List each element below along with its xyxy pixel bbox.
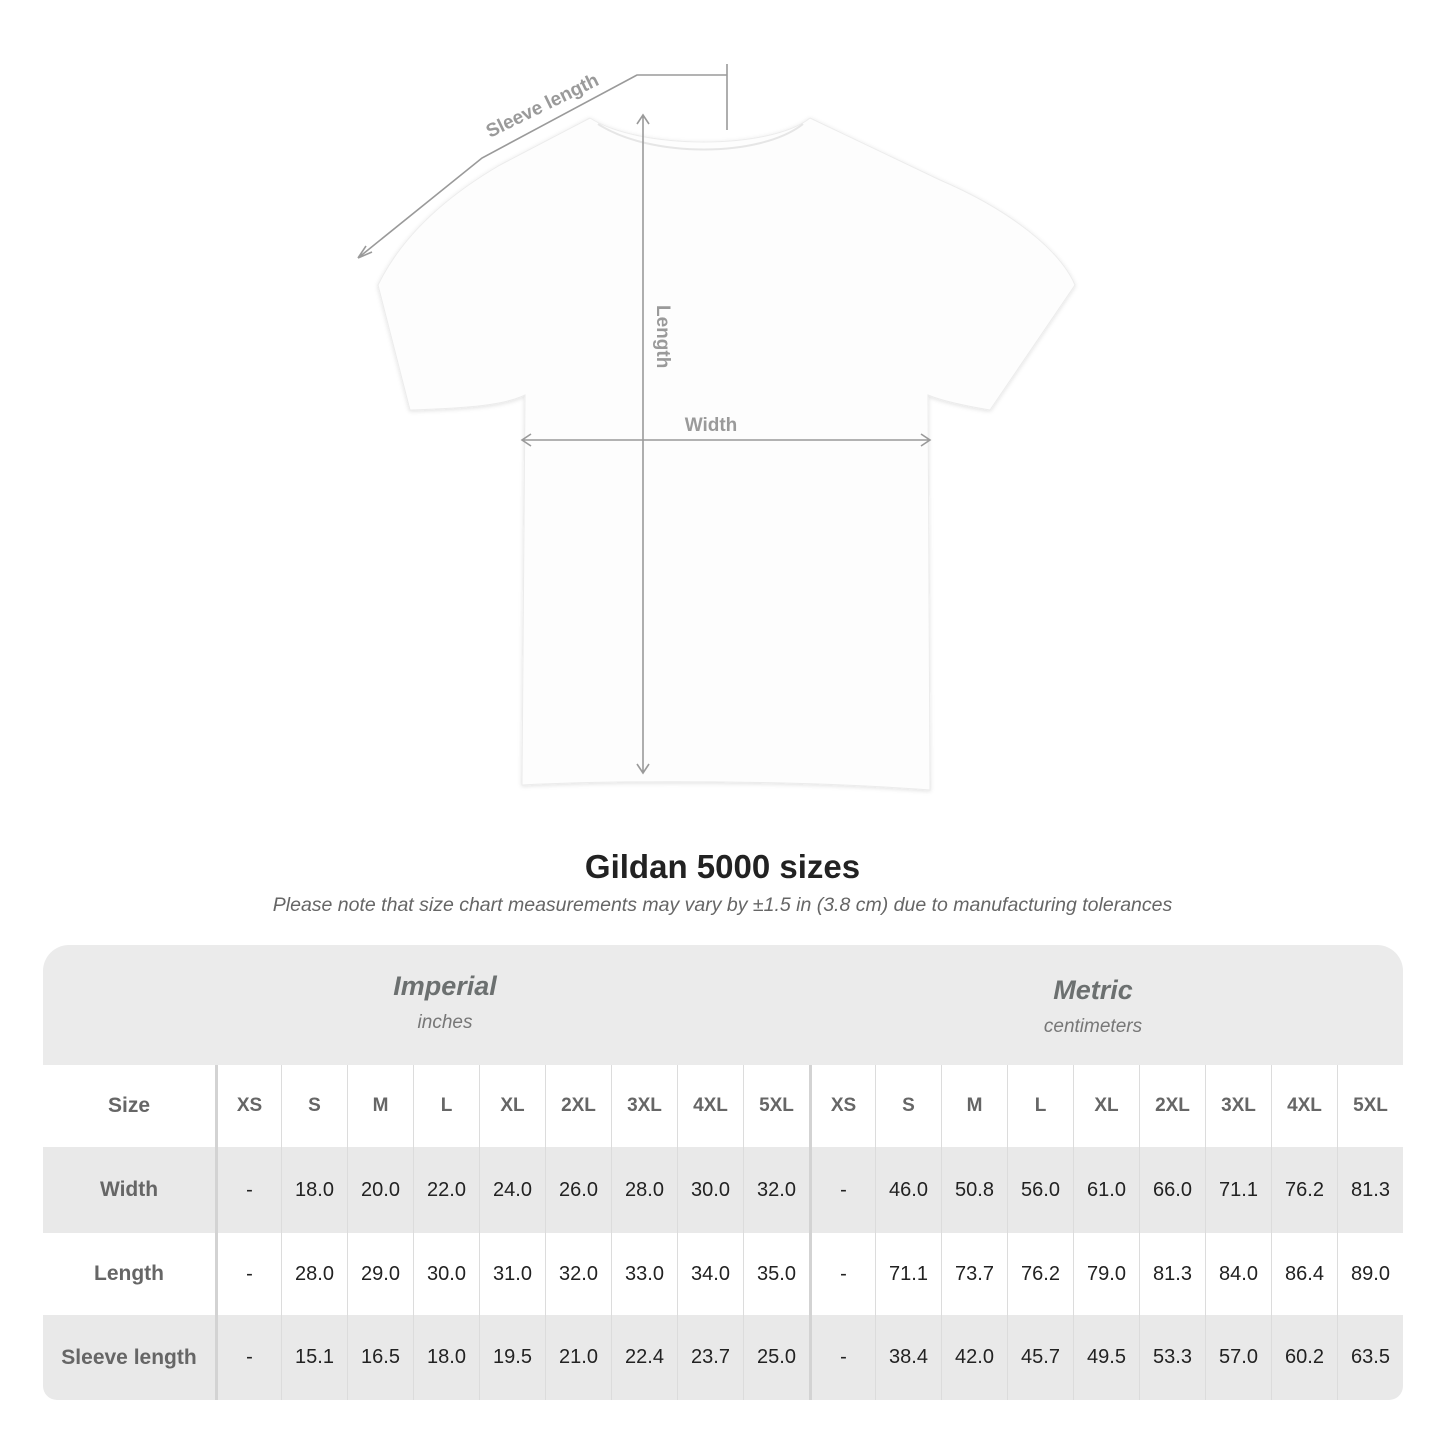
imperial-unit: inches [417,1012,473,1033]
row-label: Sleeve length [61,1345,197,1369]
metric-value: 66.0 [1139,1147,1205,1233]
metric-value: 81.3 [1139,1233,1205,1315]
metric-value: - [809,1147,875,1233]
metric-value: 86.4 [1271,1233,1337,1315]
metric-unit: centimeters [1043,1016,1143,1037]
metric-value: 71.1 [875,1233,941,1315]
imperial-group-header: Imperial inches [215,971,675,1034]
metric-value: 42.0 [941,1315,1007,1400]
metric-value: 79.0 [1073,1233,1139,1315]
imperial-value: 18.0 [281,1147,347,1233]
metric-value: 49.5 [1073,1315,1139,1400]
imperial-value: 22.4 [611,1315,677,1400]
size-imperial-xs: XS [215,1065,281,1147]
size-imperial-4xl: 4XL [677,1065,743,1147]
row-label: Width [99,1178,159,1201]
metric-value: 61.0 [1073,1147,1139,1233]
size-metric-xl: XL [1073,1065,1139,1147]
size-metric-5xl: 5XL [1337,1065,1403,1147]
imperial-value: - [215,1233,281,1315]
size-metric-s: S [875,1065,941,1147]
metric-value: 76.2 [1271,1147,1337,1233]
size-header-row: Size XS S M L XL 2XL 3XL 4XL 5XL XS S M L XL 2XL 3XL 4XL 5… [43,1065,1403,1147]
metric-title: Metric [1053,975,1133,1005]
size-imperial-m: M [347,1065,413,1147]
size-label: Size [107,1094,151,1117]
imperial-value: 29.0 [347,1233,413,1315]
imperial-value: 35.0 [743,1233,809,1315]
imperial-value: 30.0 [677,1147,743,1233]
imperial-value: 18.0 [413,1315,479,1400]
imperial-value: 26.0 [545,1147,611,1233]
metric-value: 84.0 [1205,1233,1271,1315]
imperial-value: - [215,1315,281,1400]
imperial-value: 24.0 [479,1147,545,1233]
imperial-value: 32.0 [545,1233,611,1315]
size-imperial-l: L [413,1065,479,1147]
metric-value: 56.0 [1007,1147,1073,1233]
sleeve-length-line [357,64,728,259]
unit-header-band [43,945,1403,1065]
metric-value: 71.1 [1205,1147,1271,1233]
size-imperial-2xl: 2XL [545,1065,611,1147]
length-label: Length [652,305,673,368]
page-title: Gildan 5000 sizes [584,848,861,885]
metric-value: 50.8 [941,1147,1007,1233]
table-row: Length -28.0 29.0 30.0 31.0 32.0 33.0 34.0 35.0-… [43,1233,1403,1315]
imperial-value: 34.0 [677,1233,743,1315]
imperial-value: 21.0 [545,1315,611,1400]
size-imperial-5xl: 5XL [743,1065,809,1147]
metric-value: - [809,1233,875,1315]
size-imperial-s: S [281,1065,347,1147]
size-metric-m: M [941,1065,1007,1147]
metric-value: 38.4 [875,1315,941,1400]
metric-value: 76.2 [1007,1233,1073,1315]
length-line [636,113,650,775]
tshirt-diagram: Sleeve length Length Width [357,64,1076,791]
neckline [597,123,804,151]
metric-value: 81.3 [1337,1147,1403,1233]
size-imperial-3xl: 3XL [611,1065,677,1147]
size-metric-4xl: 4XL [1271,1065,1337,1147]
metric-value: 63.5 [1337,1315,1403,1400]
width-label: Width [685,415,738,436]
imperial-value: 28.0 [281,1233,347,1315]
table-row: Width -18.0 20.0 22.0 24.0 26.0 28.0 30.0 32.0-4… [43,1147,1403,1233]
imperial-value: 19.5 [479,1315,545,1400]
imperial-value: 15.1 [281,1315,347,1400]
imperial-value: 31.0 [479,1233,545,1315]
imperial-value: 22.0 [413,1147,479,1233]
imperial-value: 33.0 [611,1233,677,1315]
row-label: Length [94,1262,164,1285]
imperial-value: 16.5 [347,1315,413,1400]
imperial-value: 32.0 [743,1147,809,1233]
table-row: Sleeve length -15.1 16.5 18.0 19.5 21.0 22.4 23… [43,1315,1403,1400]
imperial-value: 20.0 [347,1147,413,1233]
metric-value: 89.0 [1337,1233,1403,1315]
metric-value: 57.0 [1205,1315,1271,1400]
size-metric-l: L [1007,1065,1073,1147]
metric-value: - [809,1315,875,1400]
size-metric-2xl: 2XL [1139,1065,1205,1147]
size-metric-xs: XS [809,1065,875,1147]
tolerance-note: Please note that size chart measurements… [272,894,1173,916]
imperial-title: Imperial [393,971,497,1001]
metric-value: 53.3 [1139,1315,1205,1400]
imperial-value: 30.0 [413,1233,479,1315]
size-imperial-xl: XL [479,1065,545,1147]
tshirt-shape [377,117,1076,791]
imperial-value: 28.0 [611,1147,677,1233]
metric-value: 60.2 [1271,1315,1337,1400]
width-line [520,433,932,447]
metric-value: 73.7 [941,1233,1007,1315]
size-metric-3xl: 3XL [1205,1065,1271,1147]
imperial-value: 25.0 [743,1315,809,1400]
metric-group-header: Metric centimeters [863,975,1323,1038]
imperial-value: - [215,1147,281,1233]
metric-value: 46.0 [875,1147,941,1233]
size-table: Imperial inches Metric centimeters Size X… [43,945,1403,1400]
metric-value: 45.7 [1007,1315,1073,1400]
imperial-value: 23.7 [677,1315,743,1400]
